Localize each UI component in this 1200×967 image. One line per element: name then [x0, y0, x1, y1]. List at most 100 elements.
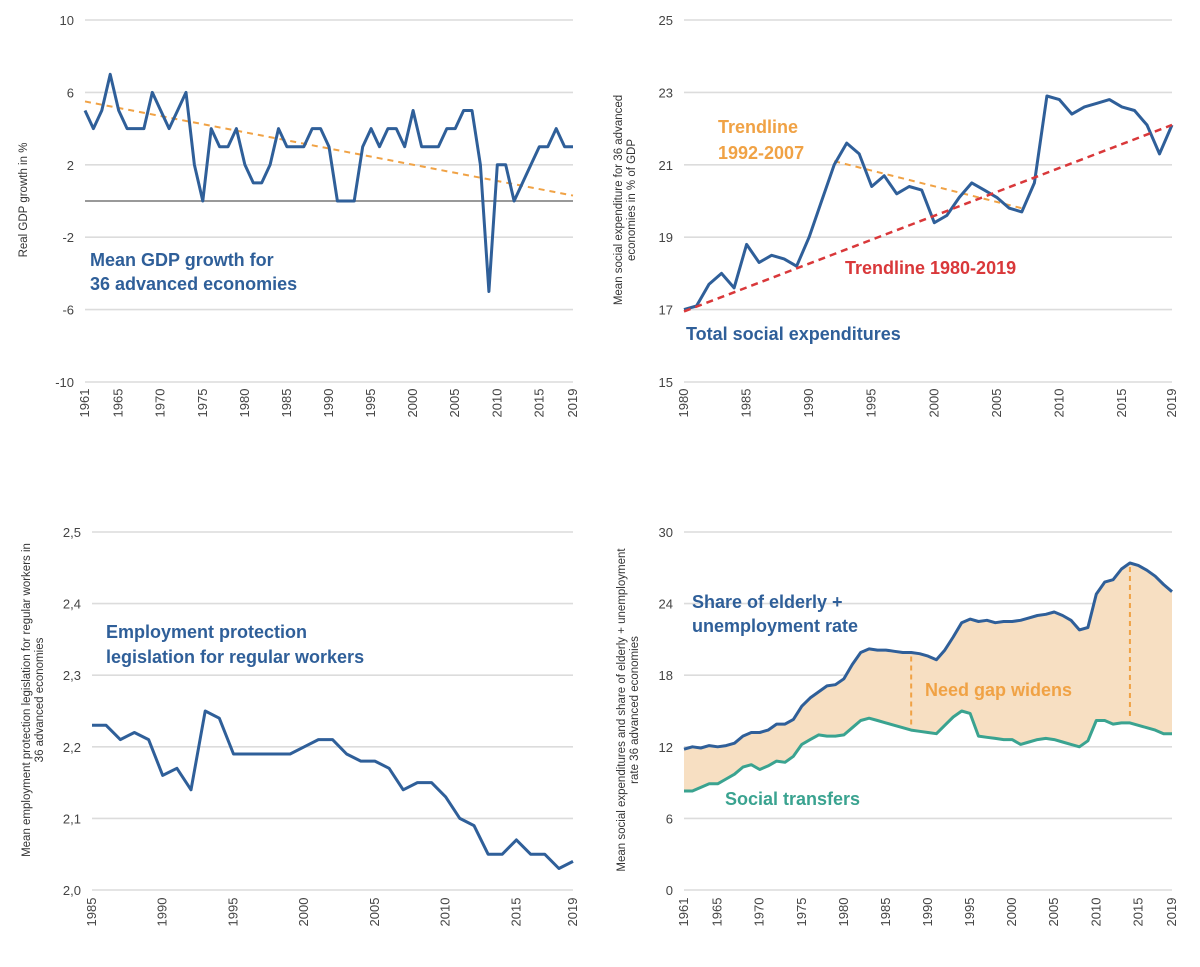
- x-tick-label: 1985: [878, 898, 893, 927]
- y-tick-label: -6: [62, 303, 74, 318]
- x-tick-label: 2010: [1088, 898, 1103, 927]
- series-label-top-line: unemployment rate: [692, 616, 858, 636]
- x-tick-label: 1995: [225, 898, 240, 927]
- x-tick-label: 2000: [926, 389, 941, 418]
- y-axis-label: Mean social expenditure for 36 advancede…: [613, 95, 638, 305]
- x-tick-label: 1975: [794, 898, 809, 927]
- x-tick-label: 2015: [1114, 389, 1129, 418]
- trendline-label-orange-line: Trendline: [718, 117, 798, 137]
- y-axis-label: Mean employment protection legislation f…: [21, 543, 46, 857]
- gap-label: Need gap widens: [925, 680, 1072, 700]
- x-tick-label: 1961: [676, 898, 691, 927]
- x-tick-label: 1961: [77, 389, 92, 418]
- y-tick-label: 21: [659, 158, 673, 173]
- series-label: Total social expenditures: [686, 324, 901, 344]
- x-tick-label: 2005: [989, 389, 1004, 418]
- y-tick-label: 19: [659, 230, 673, 245]
- x-tick-label: 1970: [153, 389, 168, 418]
- y-tick-label: 24: [659, 597, 673, 612]
- y-axis-label-line: economies in % of GDP: [626, 139, 638, 261]
- x-tick-label: 2000: [296, 898, 311, 927]
- y-axis-label-line: rate 36 advanced economies: [629, 636, 641, 784]
- y-tick-label: 25: [659, 13, 673, 28]
- x-tick-label: 2005: [367, 898, 382, 927]
- x-tick-label: 2019: [565, 898, 580, 927]
- x-tick-label: 2010: [489, 389, 504, 418]
- trendline-1992-2007: [833, 160, 1023, 210]
- series-annotation-line: 36 advanced economies: [90, 274, 297, 294]
- series-annotation-line: legislation for regular workers: [106, 647, 364, 667]
- x-tick-label: 1985: [279, 389, 294, 418]
- need-gap-area: [684, 563, 1172, 791]
- y-tick-label: -2: [62, 230, 74, 245]
- x-tick-label: 1965: [111, 389, 126, 418]
- series-label-top-line: Share of elderly +: [692, 592, 843, 612]
- trendline: [84, 100, 574, 197]
- trendline-label-orange: Trendline 1992-2007: [718, 117, 804, 163]
- y-tick-label: 2,4: [63, 597, 81, 612]
- series-label-bottom: Social transfers: [725, 789, 860, 809]
- x-tick-label: 1995: [363, 389, 378, 418]
- y-tick-label: 30: [659, 525, 673, 540]
- y-tick-label: 2,2: [63, 740, 81, 755]
- x-tick-label: 1980: [237, 389, 252, 418]
- y-tick-label: 2,1: [63, 811, 81, 826]
- trendline-1980-2019: [683, 123, 1173, 313]
- series-annotation-line: Mean GDP growth for: [90, 250, 274, 270]
- x-tick-label: 1990: [801, 389, 816, 418]
- social-transfers-line: [684, 709, 1172, 793]
- x-tick-label: 2015: [1130, 898, 1145, 927]
- series-label-top: Share of elderly + unemployment rate: [692, 592, 858, 636]
- x-tick-label: 2015: [508, 898, 523, 927]
- y-tick-label: 6: [666, 811, 673, 826]
- x-tick-label: 2010: [1051, 389, 1066, 418]
- y-tick-label: 17: [659, 303, 673, 318]
- y-axis-label: Mean social expenditures and share of el…: [616, 548, 641, 872]
- x-tick-label: 2019: [565, 389, 580, 418]
- y-tick-label: -10: [55, 375, 74, 390]
- x-tick-label: 1995: [962, 898, 977, 927]
- x-tick-label: 1980: [676, 389, 691, 418]
- gdp-growth-line: [83, 72, 573, 293]
- trendline-label-red: Trendline 1980-2019: [845, 258, 1016, 278]
- y-tick-label: 0: [666, 883, 673, 898]
- y-axis-label: Real GDP growth in %: [18, 143, 30, 258]
- y-tick-label: 2,0: [63, 883, 81, 898]
- series-annotation: Mean GDP growth for 36 advanced economies: [90, 250, 297, 294]
- x-tick-label: 1965: [710, 898, 725, 927]
- series-annotation-line: Employment protection: [106, 622, 307, 642]
- x-tick-label: 1985: [739, 389, 754, 418]
- y-tick-label: 18: [659, 668, 673, 683]
- y-tick-label: 10: [60, 13, 74, 28]
- x-tick-label: 1990: [155, 898, 170, 927]
- trendline-label-orange-line: 1992-2007: [718, 143, 804, 163]
- x-tick-label: 2005: [447, 389, 462, 418]
- y-axis-label-line: Real GDP growth in %: [18, 143, 30, 258]
- y-tick-label: 2: [67, 158, 74, 173]
- y-tick-label: 23: [659, 85, 673, 100]
- y-tick-label: 6: [67, 85, 74, 100]
- x-tick-label: 1990: [321, 389, 336, 418]
- x-tick-label: 2015: [531, 389, 546, 418]
- x-tick-label: 1980: [836, 898, 851, 927]
- x-tick-label: 2010: [438, 898, 453, 927]
- x-tick-label: 1990: [920, 898, 935, 927]
- y-tick-label: 12: [659, 740, 673, 755]
- series-annotation: Employment protection legislation for reg…: [106, 622, 364, 667]
- y-tick-label: 2,5: [63, 525, 81, 540]
- social-expenditure-line: [683, 94, 1174, 312]
- x-tick-label: 1970: [752, 898, 767, 927]
- y-tick-label: 2,3: [63, 668, 81, 683]
- x-tick-label: 1995: [864, 389, 879, 418]
- x-tick-label: 2019: [1164, 898, 1179, 927]
- x-tick-label: 1985: [84, 898, 99, 927]
- x-tick-label: 2005: [1046, 898, 1061, 927]
- x-tick-label: 1975: [195, 389, 210, 418]
- y-axis-label-line: Mean social expenditures and share of el…: [616, 548, 628, 872]
